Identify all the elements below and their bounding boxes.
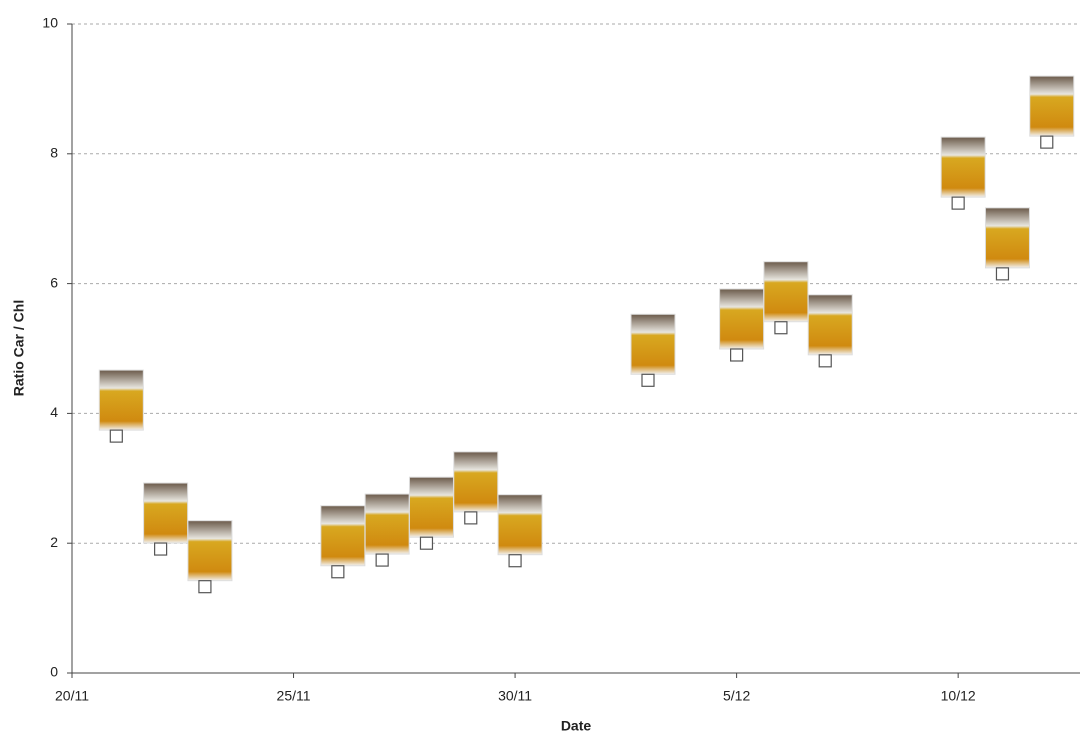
sample-photo <box>1029 75 1075 137</box>
marker <box>951 196 965 210</box>
sample-photo <box>408 476 454 538</box>
marker <box>109 429 123 443</box>
x-tick-label: 5/12 <box>723 688 750 704</box>
y-tick-label: 6 <box>50 274 58 290</box>
marker <box>641 373 655 387</box>
y-tick-label: 10 <box>42 15 58 31</box>
marker <box>375 553 389 567</box>
y-tick-label: 2 <box>50 534 58 550</box>
x-tick-label: 30/11 <box>498 688 532 704</box>
sample-photo <box>364 493 410 555</box>
sample-photo <box>187 520 233 582</box>
marker <box>995 267 1010 281</box>
x-axis-label: Date <box>561 718 592 734</box>
marker <box>730 348 744 362</box>
y-tick-label: 0 <box>50 664 58 680</box>
sample-photo <box>98 369 144 431</box>
y-axis-label: Ratio Car / Chl <box>11 300 27 396</box>
y-tick-label: 4 <box>50 404 58 420</box>
marker <box>154 542 168 556</box>
marker <box>508 554 522 568</box>
sample-photo <box>940 136 986 198</box>
marker <box>818 354 832 368</box>
sample-photo <box>807 294 853 356</box>
marker <box>331 565 345 579</box>
x-tick-label: 25/11 <box>277 688 311 704</box>
marker <box>464 511 478 525</box>
marker <box>419 536 434 550</box>
sample-photo <box>143 482 189 544</box>
marker <box>1040 135 1054 149</box>
sample-photo <box>320 505 366 567</box>
sample-photo <box>453 451 499 513</box>
sample-photo <box>763 261 809 323</box>
sample-photo <box>630 313 676 375</box>
x-tick-label: 10/12 <box>941 688 976 704</box>
marker <box>774 321 788 335</box>
y-tick-label: 8 <box>50 145 58 161</box>
marker <box>198 580 212 594</box>
sample-photo <box>984 207 1030 269</box>
x-tick-label: 20/11 <box>55 688 89 704</box>
sample-photo <box>719 288 765 350</box>
sample-photo <box>497 494 543 556</box>
